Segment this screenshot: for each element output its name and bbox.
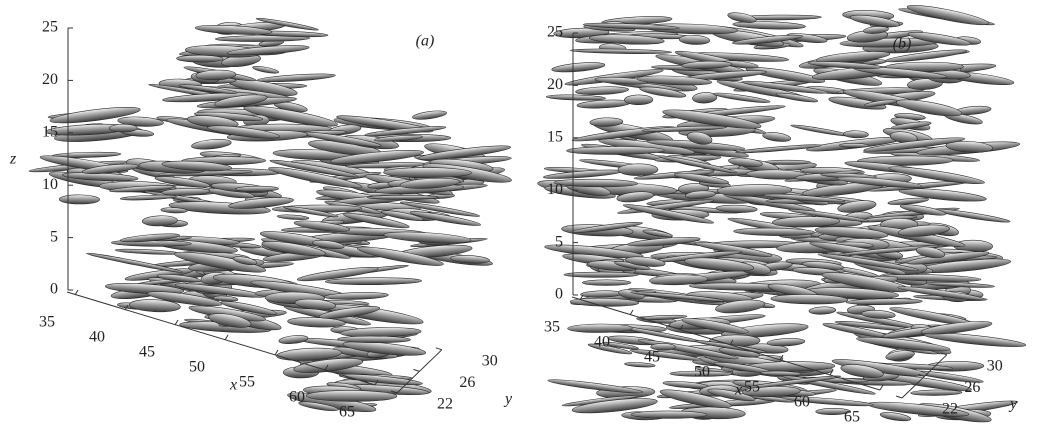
x-tick (225, 335, 228, 340)
x-tick-label: 40 (89, 329, 105, 346)
isosurface-streak (252, 65, 279, 75)
x-tick-label: 55 (744, 379, 760, 396)
isosurface-streak (932, 207, 1010, 224)
z-tick-label: 0 (50, 281, 58, 298)
isosurface-streak (888, 197, 929, 206)
y-tick-label: 30 (482, 352, 498, 369)
x-tick-label: 50 (189, 359, 205, 376)
isosurface-streak (120, 194, 176, 201)
x-tick-label: 45 (139, 344, 155, 361)
isosurface-streak (412, 109, 447, 121)
z-tick-label: 0 (555, 286, 563, 303)
x-tick-label: 45 (644, 349, 660, 366)
isosurface-streak (109, 124, 137, 132)
y-tick-label: 22 (942, 401, 958, 418)
x-axis-label: x (734, 382, 742, 399)
x-tick (630, 310, 633, 315)
isosurface-streak (338, 336, 411, 343)
y-axis-label: y (1008, 396, 1018, 413)
isosurface-streak (843, 130, 868, 138)
isosurface-streak (568, 324, 633, 333)
isosurface-streak (278, 334, 308, 345)
x-tick-label: 50 (694, 364, 710, 381)
y-tick (896, 396, 902, 398)
isosurface-streak (567, 146, 665, 154)
isosurface-streak (911, 390, 962, 396)
isosurface-streak (570, 48, 671, 54)
isosurface-streak (191, 138, 232, 151)
z-tick-label: 5 (50, 228, 58, 245)
z-tick-label: 25 (42, 19, 58, 36)
isosurface-streak (325, 277, 422, 285)
z-tick-label: 10 (42, 176, 58, 193)
isosurfaces (29, 2, 1026, 426)
isosurface-streak (277, 214, 309, 220)
x-tick (175, 320, 178, 325)
isosurface-streak (546, 94, 605, 101)
y-tick-label: 26 (459, 374, 475, 391)
x-tick-label: 60 (289, 389, 305, 406)
x-tick-label: 65 (339, 404, 355, 421)
isosurface-streak (115, 248, 180, 255)
y-tick (436, 348, 442, 350)
isosurface-streak (564, 272, 638, 277)
isosurface-streak (790, 123, 851, 137)
isosurface-streak (176, 55, 223, 62)
x-tick (75, 290, 78, 295)
isosurface-streak (631, 411, 707, 419)
isosurface-streak (582, 280, 631, 286)
x-axis-label: x (229, 377, 237, 394)
isosurface-streak (383, 167, 471, 177)
z-tick-label: 20 (42, 71, 58, 88)
z-tick-label: 15 (42, 123, 58, 140)
x-tick-label: 65 (844, 409, 860, 426)
x-tick-label: 35 (544, 319, 560, 336)
isosurface-streak (809, 306, 836, 314)
x-tick-label: 60 (794, 394, 810, 411)
y-tick-label: 26 (964, 379, 980, 396)
isosurface-streak (762, 131, 791, 143)
z-tick-label: 25 (547, 24, 563, 41)
y-tick-label: 22 (437, 396, 453, 413)
isosurface-streak (885, 349, 915, 362)
isosurface-streak (575, 86, 628, 96)
x-tick-label: 35 (39, 314, 55, 331)
y-tick-label: 30 (987, 357, 1003, 374)
isosurface-streak (839, 143, 868, 148)
isosurface-streak (734, 228, 815, 237)
z-axis-label: z (9, 151, 17, 168)
isosurface-streak (767, 338, 805, 347)
x-tick-label: 55 (239, 374, 255, 391)
isosurface-streak (257, 72, 336, 83)
z-tick-label: 20 (547, 76, 563, 93)
x-tick-label: 40 (594, 334, 610, 351)
isosurface-streak (59, 195, 100, 205)
isosurface-streak (679, 35, 710, 46)
isosurface-streak (663, 380, 709, 389)
panel-label: (a) (416, 33, 435, 50)
y-tick (413, 369, 419, 371)
isosurface-streak (235, 186, 279, 192)
figure: 0 5 10 15 20 25 35 40 45 50 55 60 65 22 26 30 x y z (a) 0 5 10… (0, 0, 1037, 429)
z-tick-label: 10 (547, 181, 563, 198)
isosurface-streak (624, 95, 653, 105)
z-tick-label: 5 (555, 233, 563, 250)
y-axis-label: y (503, 391, 513, 408)
isosurface-streak (551, 61, 605, 74)
z-tick-label: 15 (547, 128, 563, 145)
panel-label: (b) (893, 36, 912, 53)
isosurface-streak (618, 164, 658, 176)
isosurface-streak (367, 195, 438, 199)
x-tick (880, 385, 883, 390)
